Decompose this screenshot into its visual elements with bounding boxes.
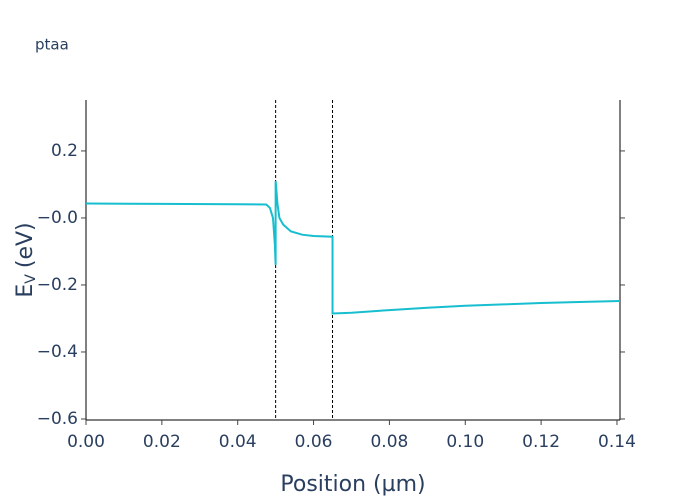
y-tick-label: −0.2	[37, 275, 78, 295]
x-tick-label: 0.10	[446, 432, 484, 452]
x-tick-label: 0.12	[522, 432, 560, 452]
x-tick-label: 0.08	[370, 432, 408, 452]
y-label-sub: V	[23, 274, 39, 284]
y-tick-label: −0.0	[37, 208, 78, 228]
x-tick-label: 0.00	[67, 432, 105, 452]
x-tick-label: 0.06	[295, 432, 333, 452]
y-axis-label: EV (eV)	[13, 222, 39, 297]
y-label-main: E	[13, 284, 38, 298]
x-axis-label: Position (µm)	[280, 472, 425, 497]
y-label-unit: (eV)	[13, 222, 38, 268]
y-tick-label: 0.2	[51, 141, 78, 161]
y-tick-label: −0.4	[37, 342, 78, 362]
x-tick-label: 0.04	[219, 432, 257, 452]
x-tick-label: 0.02	[143, 432, 181, 452]
chart-title: ptaa	[35, 36, 69, 54]
x-tick-label: 0.14	[598, 432, 636, 452]
data-line	[85, 181, 621, 315]
y-tick-label: −0.6	[37, 409, 78, 429]
